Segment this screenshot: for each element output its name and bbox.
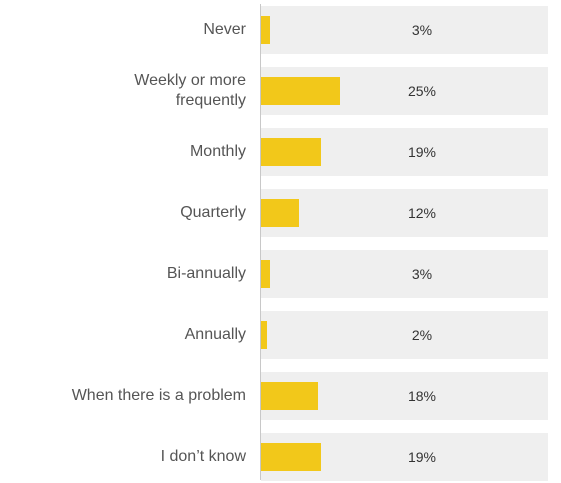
category-label: Bi-annually [166, 265, 246, 282]
value-label: 19% [407, 144, 437, 160]
category-label: Weekly or more frequently [134, 72, 246, 109]
bar [261, 77, 340, 105]
row-background [261, 311, 548, 359]
bar [261, 138, 322, 166]
value-label: 18% [407, 388, 437, 404]
value-label: 3% [411, 22, 433, 38]
bar [261, 260, 271, 288]
bar [261, 443, 322, 471]
bar [261, 16, 271, 44]
category-label: Monthly [189, 143, 246, 160]
category-label: Quarterly [180, 204, 246, 221]
category-label: I don’t know [160, 448, 246, 465]
row-background [261, 6, 548, 54]
category-label: Annually [184, 326, 246, 343]
category-label: When there is a problem [71, 387, 246, 404]
value-label: 25% [407, 83, 437, 99]
bar [261, 382, 318, 410]
value-label: 2% [411, 327, 433, 343]
row-background [261, 250, 548, 298]
category-label: Never [203, 21, 246, 38]
value-label: 19% [407, 449, 437, 465]
row-background [261, 189, 548, 237]
bar [261, 199, 299, 227]
value-label: 12% [407, 205, 437, 221]
bar [261, 321, 268, 349]
value-label: 3% [411, 266, 433, 282]
axis-line [260, 4, 261, 480]
